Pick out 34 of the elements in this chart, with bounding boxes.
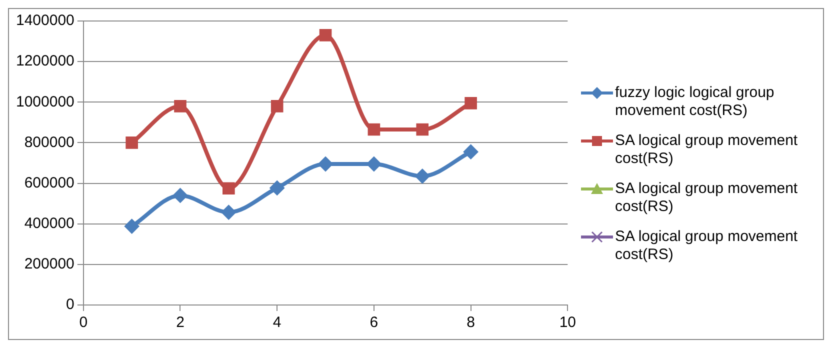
legend-label: fuzzy logic logical group movement cost(RS) xyxy=(615,84,776,120)
point xyxy=(270,100,284,112)
legend-label: SA logical group movement cost(RS) xyxy=(615,132,799,168)
y-tick-label: 400000 xyxy=(24,215,74,232)
legend-label: SA logical group movement cost(RS) xyxy=(615,228,799,264)
y-tick-label: 0 xyxy=(66,296,74,314)
x-tick-label: 2 xyxy=(176,314,184,332)
x-tick-label: 6 xyxy=(370,314,378,332)
x-tick-label: 4 xyxy=(272,314,282,332)
x-tick-label: 8 xyxy=(466,314,475,332)
y-tick-label: 1200000 xyxy=(16,52,74,70)
point xyxy=(368,123,380,136)
point xyxy=(172,188,188,203)
point xyxy=(318,156,334,172)
point xyxy=(221,204,236,220)
point xyxy=(124,218,140,234)
point xyxy=(222,182,235,195)
point xyxy=(174,100,186,112)
point xyxy=(464,97,477,110)
y-tick-label: 800000 xyxy=(24,134,74,151)
point xyxy=(416,123,429,136)
point xyxy=(270,180,285,196)
x-tick-label: 0 xyxy=(79,314,88,332)
x-tick-label: 10 xyxy=(559,314,576,332)
y-tick-label: 200000 xyxy=(24,256,74,273)
y-tick-label: 1400000 xyxy=(16,12,74,30)
point xyxy=(463,144,478,160)
point xyxy=(366,156,382,172)
y-tick-label: 1000000 xyxy=(16,93,74,110)
y-tick-label: 600000 xyxy=(24,174,74,192)
point xyxy=(414,168,430,184)
point xyxy=(126,136,138,149)
point xyxy=(319,29,332,42)
legend-label: SA logical group movement cost(RS) xyxy=(615,180,799,216)
